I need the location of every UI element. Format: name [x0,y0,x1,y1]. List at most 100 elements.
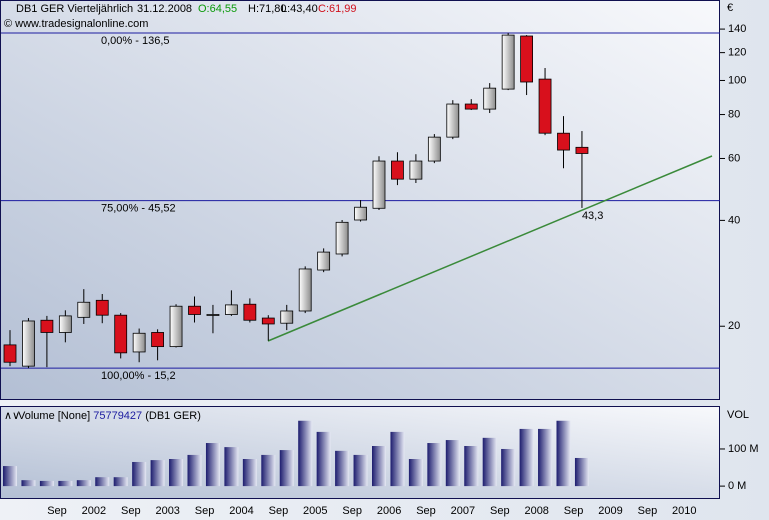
x-tick-label: 2003 [155,505,179,517]
y-tick-label: 20 [728,320,740,332]
volume-bar [58,480,73,487]
volume-bar [538,428,553,487]
x-tick-label: Sep [564,505,584,517]
candle-body [169,305,183,348]
x-tick-label: 2004 [229,505,253,517]
candle-body [40,319,54,333]
volume-bar [205,443,220,487]
volume-bar [39,480,54,487]
candle-body [354,206,367,221]
candle-body [151,332,165,348]
volume-bar [76,480,91,487]
volume-bar [464,446,479,487]
volume-bar [3,466,17,487]
volume-bar [169,459,184,487]
copyright: © www.tradesignalonline.com [4,18,148,30]
candle-body [501,34,515,90]
candle-body [575,146,589,154]
volume-bar [519,428,534,487]
level-label: 100,00% - 15,2 [101,370,176,382]
candle-body [224,304,238,315]
y-tick-label: 100 M [728,443,759,455]
y-tick-label: 40 [728,214,740,226]
candle-body [409,160,423,180]
x-tick-label: 2005 [303,505,327,517]
candle-body [483,87,497,110]
candle-body [427,136,441,162]
annotation: 43,3 [582,210,603,222]
candle-body [446,103,460,138]
volume-bar [298,420,313,487]
candle-body [464,103,478,110]
x-tick-label: Sep [121,505,141,517]
y-tick-label: 140 [728,23,746,35]
volume-bar [279,450,294,487]
candle-body [391,160,404,180]
volume-bar [224,447,239,487]
volume-bar [95,477,110,487]
x-tick-label: Sep [195,505,215,517]
volume-bar [113,477,128,487]
candle-body [77,301,91,318]
volume-name: Volume [None] [18,410,90,422]
x-tick-label: Sep [416,505,436,517]
candle-body [520,35,533,83]
y-tick-label: 80 [728,108,740,120]
candle-body [372,160,386,209]
candle-body [335,221,349,255]
y-tick-label: 100 [728,74,746,86]
volume-bar [427,443,442,487]
volume-bar [316,431,331,487]
volume-bar [501,448,516,487]
high: H:71,80 [248,3,287,15]
volume-bar [353,454,368,487]
candle-body [95,299,109,316]
volume-last: 75779427 [93,410,142,422]
close: C:61,99 [318,3,357,15]
candle-body [22,320,35,367]
candle-body [261,317,275,325]
candle-body [538,78,552,134]
volume-bar [445,440,460,487]
level-label: 0,00% - 136,5 [101,35,170,47]
volume-legend: Volume [None] 75779427 (DB1 GER) [18,410,201,422]
candle-body [114,314,128,354]
price-panel [0,0,720,400]
candle-body [317,251,331,271]
x-tick-label: 2002 [82,505,106,517]
y-tick-label: 60 [728,152,740,164]
x-tick-label: 2008 [524,505,548,517]
x-tick-label: Sep [269,505,289,517]
open: O:64,55 [198,3,237,15]
candle-body [188,305,201,315]
x-tick-label: 2006 [377,505,401,517]
date: 31.12.2008 [137,3,192,15]
volume-symbol: (DB1 GER) [145,410,201,422]
header: DB1 GER Vierteljährlich 31.12.2008 O:64,55… [16,3,357,15]
volume-axis-label: VOL [727,409,749,421]
candle-body [206,314,220,316]
x-tick-label: 2010 [672,505,696,517]
volume-bar [372,446,386,487]
y-tick-label: 0 M [728,480,746,492]
volume-bar [242,459,257,487]
candle-body [58,315,72,333]
x-tick-label: Sep [342,505,362,517]
trend-line [267,155,713,342]
x-tick-label: Sep [47,505,67,517]
volume-bar [574,457,589,487]
volume-bar [132,461,147,487]
candle-body [298,268,312,312]
x-tick-label: 2009 [598,505,622,517]
x-tick-label: Sep [638,505,658,517]
candle-body [132,332,146,353]
volume-icon: ∧∨ [4,410,20,422]
y-unit: € [727,2,733,14]
y-tick-label: 120 [728,47,746,59]
volume-bar [482,437,497,487]
low: L:43,40 [281,3,318,15]
volume-bar [408,459,423,487]
volume-bar [335,450,350,487]
candle-body [243,303,257,321]
